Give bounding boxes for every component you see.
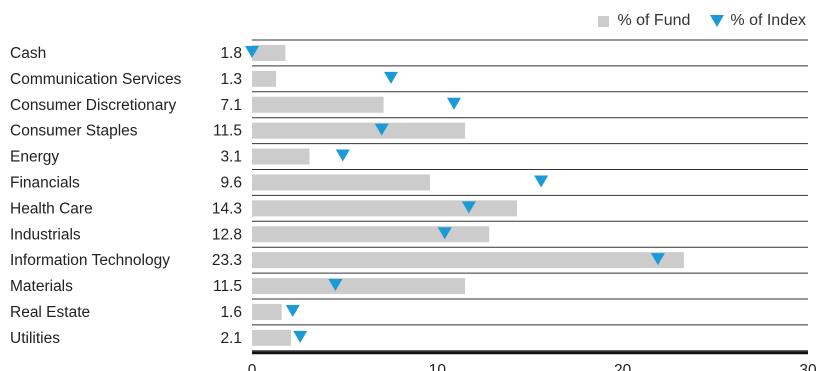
fund-bar: [252, 200, 518, 217]
legend-item-index: % of Index: [710, 12, 806, 30]
category-label: Industrials: [10, 226, 81, 243]
index-marker: [285, 304, 300, 317]
index-marker: [534, 175, 549, 188]
index-triangle-icon: [710, 15, 725, 27]
value-label: 1.8: [220, 45, 242, 62]
chart-legend: % of Fund % of Index: [578, 12, 806, 30]
value-label: 7.1: [220, 97, 242, 114]
value-label: 2.1: [220, 330, 242, 347]
value-label: 11.5: [213, 278, 242, 295]
value-label: 23.3: [212, 252, 242, 269]
index-marker: [384, 71, 398, 84]
value-label: 12.8: [212, 226, 242, 243]
value-label: 1.3: [220, 71, 242, 88]
x-tick-label: 10: [429, 362, 447, 371]
legend-item-fund: % of Fund: [598, 12, 690, 30]
value-label: 3.1: [220, 149, 242, 166]
fund-swatch-icon: [598, 15, 610, 27]
category-label: Real Estate: [10, 304, 90, 321]
index-marker: [650, 253, 665, 266]
category-label: Consumer Staples: [10, 123, 138, 140]
fund-bar: [252, 122, 466, 139]
value-label: 11.5: [213, 123, 242, 140]
category-label: Communication Services: [10, 71, 182, 88]
category-label: Utilities: [10, 330, 60, 347]
index-marker: [447, 97, 462, 110]
value-label: 1.6: [220, 304, 242, 321]
fund-bar: [252, 329, 291, 346]
fund-bar: [252, 303, 282, 320]
index-marker: [437, 227, 452, 240]
value-label: 9.6: [220, 174, 242, 191]
fund-bar: [252, 44, 286, 61]
legend-label-fund: % of Fund: [617, 12, 691, 29]
category-label: Information Technology: [10, 252, 170, 269]
fund-bar: [252, 174, 430, 191]
index-marker: [335, 149, 350, 162]
x-tick-label: 0: [248, 362, 257, 371]
category-label: Energy: [10, 149, 59, 166]
index-marker: [461, 201, 476, 214]
index-marker: [245, 45, 259, 58]
x-tick-label: 20: [614, 362, 632, 371]
index-marker: [328, 279, 343, 292]
index-marker: [374, 123, 389, 136]
x-tick-label: 30: [799, 362, 816, 371]
fund-bar: [252, 70, 277, 87]
fund-bar: [252, 226, 490, 243]
category-label: Health Care: [10, 200, 93, 217]
category-label: Materials: [10, 278, 73, 295]
legend-label-index: % of Index: [730, 12, 806, 29]
fund-bar: [252, 148, 310, 165]
index-marker: [293, 330, 308, 343]
value-label: 14.3: [212, 200, 242, 217]
category-label: Financials: [10, 174, 80, 191]
fund-bar: [252, 96, 384, 113]
fund-bar: [252, 252, 684, 269]
fund-bar: [252, 278, 466, 295]
category-label: Cash: [10, 45, 46, 62]
category-label: Consumer Discretionary: [10, 97, 176, 114]
